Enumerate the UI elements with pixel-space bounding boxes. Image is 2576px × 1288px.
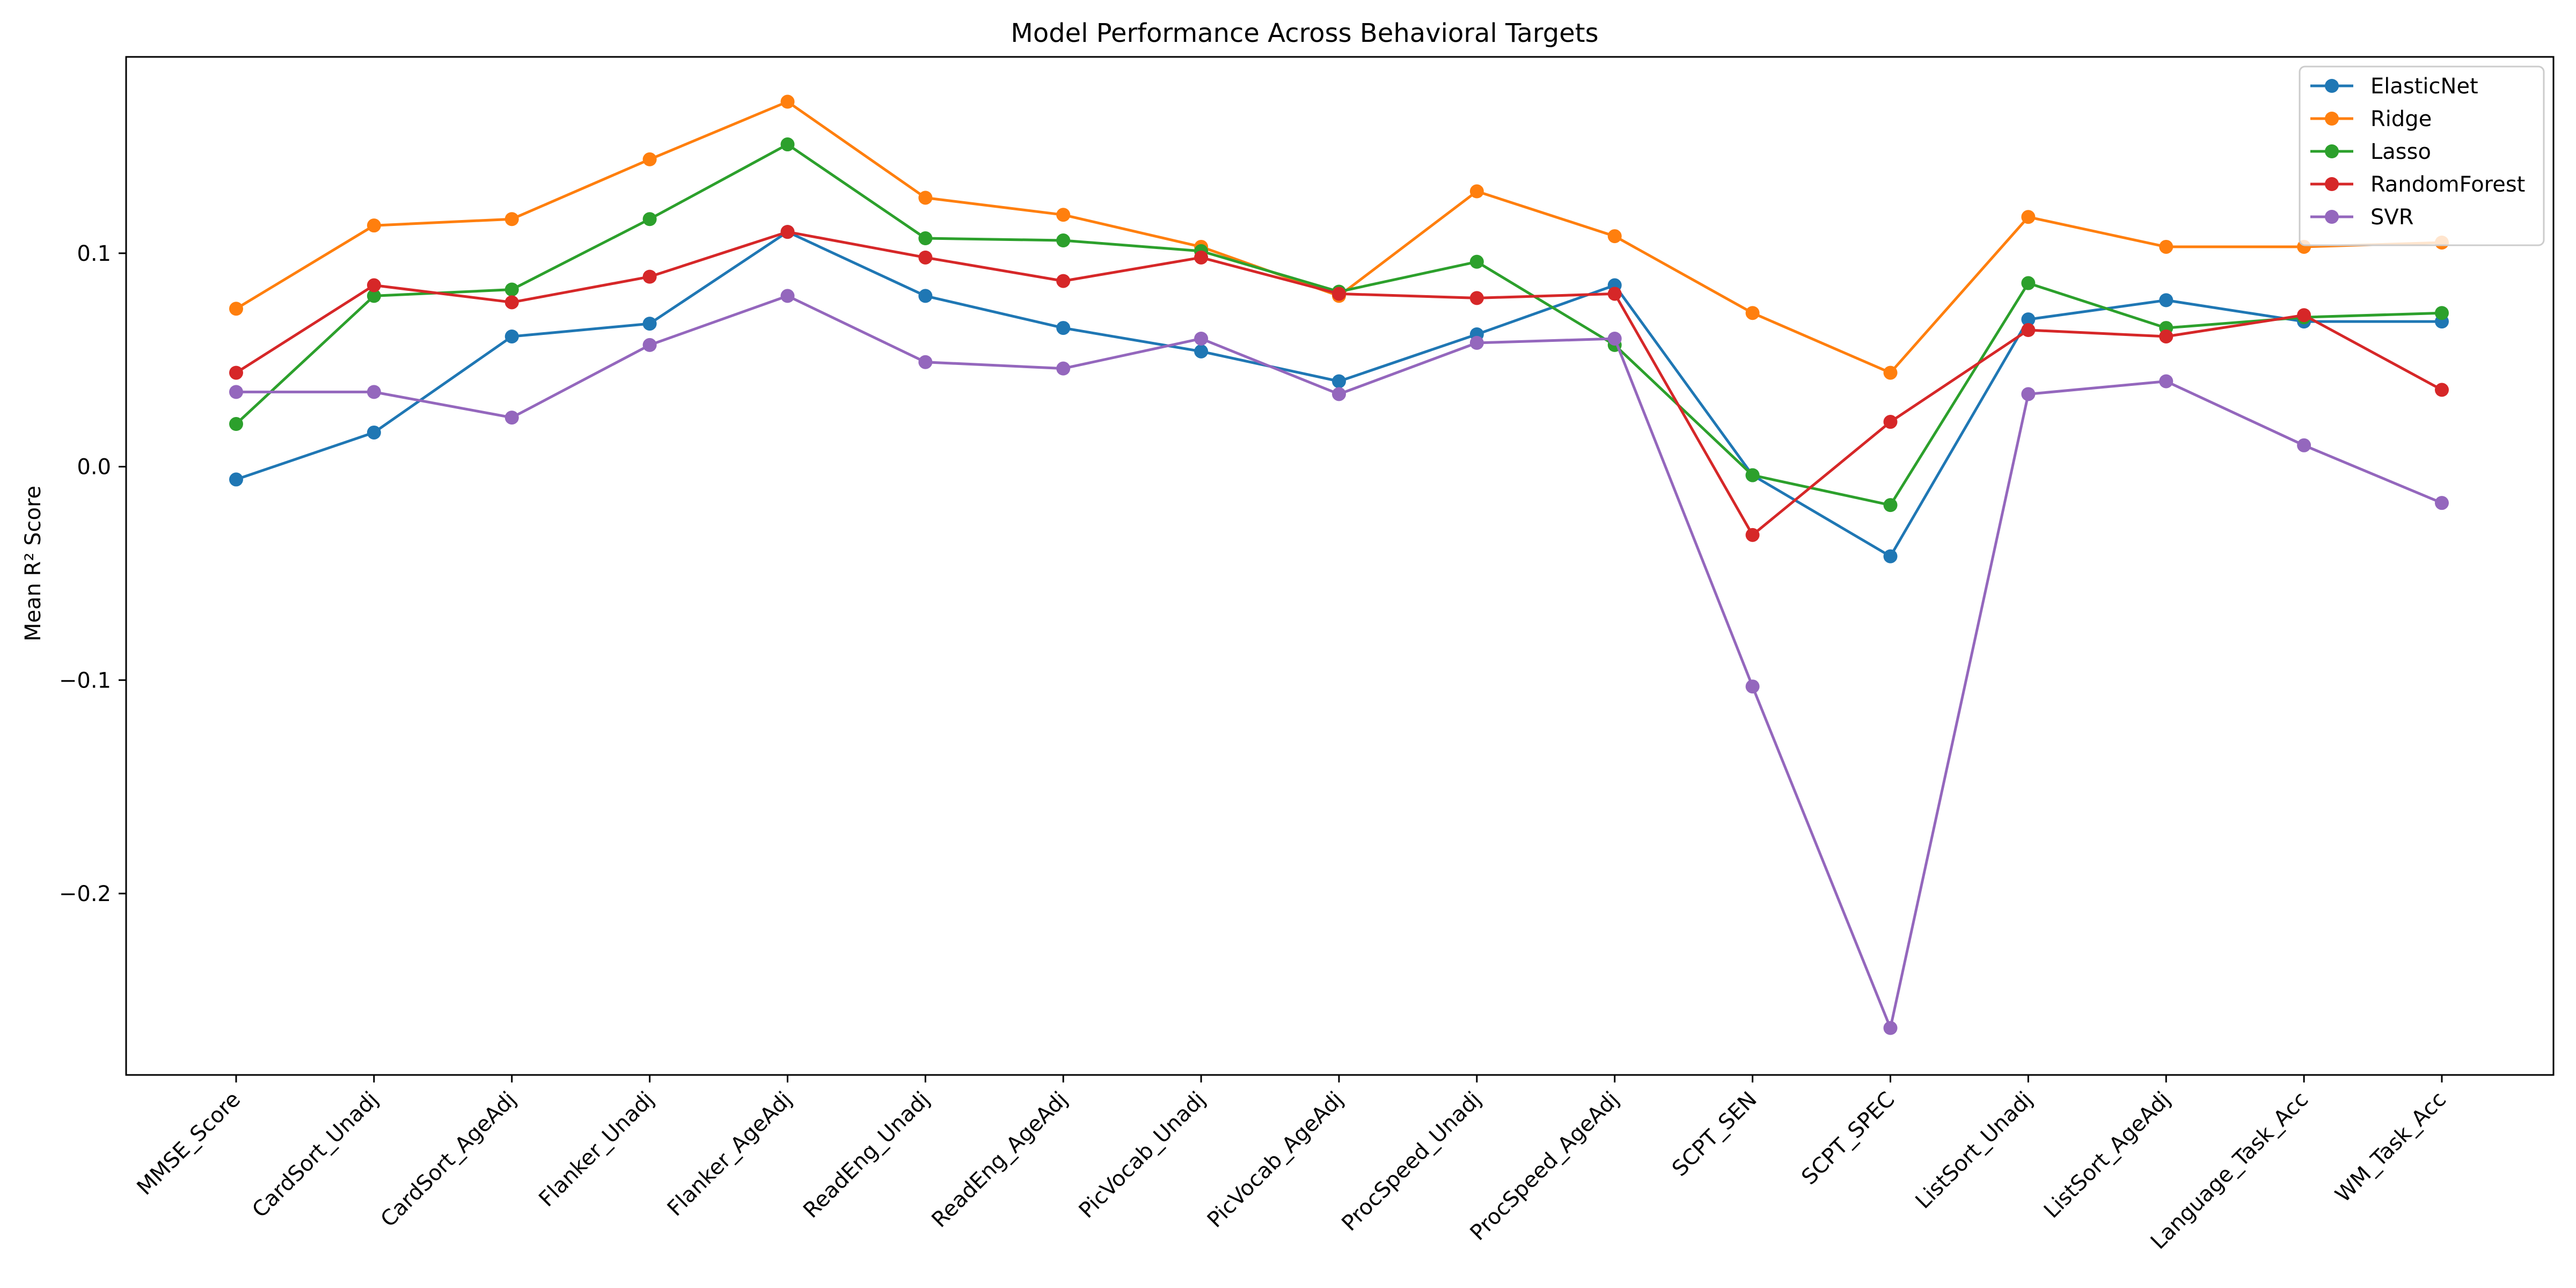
data-point [1607, 287, 1622, 301]
data-point [1745, 306, 1760, 320]
data-point [504, 295, 519, 310]
legend-marker [2325, 210, 2339, 224]
data-point [918, 289, 933, 303]
data-point [918, 191, 933, 205]
data-point [2435, 383, 2449, 397]
data-point [504, 411, 519, 425]
data-point [229, 417, 243, 431]
data-point [1883, 498, 1898, 513]
data-point [367, 218, 381, 233]
y-tick-label: 0.1 [77, 241, 111, 266]
data-point [2435, 306, 2449, 320]
plot-frame [125, 56, 2555, 1076]
data-point [229, 365, 243, 380]
legend-marker [2325, 144, 2339, 158]
data-point [504, 282, 519, 297]
data-point [229, 302, 243, 316]
data-point [642, 212, 657, 226]
data-point [2435, 496, 2449, 510]
data-point [1883, 415, 1898, 429]
data-point [2297, 308, 2311, 323]
y-tick-label: 0.0 [77, 455, 111, 480]
data-point [780, 225, 795, 239]
data-point [2021, 210, 2036, 224]
data-point [2159, 293, 2174, 308]
data-point [2297, 438, 2311, 452]
data-point [1056, 233, 1071, 248]
data-point [1469, 254, 1484, 269]
legend-label: Lasso [2370, 140, 2431, 164]
data-point [780, 94, 795, 109]
data-point [1745, 528, 1760, 542]
data-point [1469, 335, 1484, 350]
data-point [642, 338, 657, 352]
data-point [1056, 321, 1071, 335]
data-point [1883, 1021, 1898, 1035]
data-point [1332, 387, 1346, 401]
series-svr [229, 289, 2449, 1035]
data-point [918, 250, 933, 265]
chart-title: Model Performance Across Behavioral Targ… [1011, 18, 1598, 48]
y-axis-ticks: −0.2 −0.1 0.0 0.1 [59, 241, 126, 906]
data-point [918, 231, 933, 246]
data-point [780, 289, 795, 303]
y-tick-label: −0.2 [59, 882, 111, 906]
legend-label: RandomForest [2370, 172, 2525, 197]
legend-marker [2325, 79, 2339, 93]
series-randomforest [229, 225, 2449, 542]
data-point [2021, 387, 2036, 401]
legend-label: SVR [2370, 205, 2414, 230]
data-point [1194, 250, 1209, 265]
data-point [1469, 184, 1484, 199]
data-point [1194, 344, 1209, 358]
data-point [367, 289, 381, 303]
data-point [1607, 229, 1622, 244]
data-point [918, 355, 933, 369]
y-tick-label: −0.1 [59, 668, 111, 693]
data-point [2021, 323, 2036, 338]
data-point [367, 278, 381, 292]
data-point [1056, 208, 1071, 222]
data-point [1469, 291, 1484, 305]
y-axis-label: Mean R² Score [21, 486, 46, 641]
data-point [1883, 549, 1898, 564]
data-point [1883, 365, 1898, 380]
data-point [2021, 312, 2036, 327]
data-point [1745, 468, 1760, 482]
data-point [1607, 331, 1622, 346]
data-point [1332, 287, 1346, 301]
data-point [1056, 274, 1071, 288]
data-point [642, 269, 657, 284]
legend-box [2299, 65, 2545, 246]
data-point [367, 425, 381, 440]
data-point [642, 152, 657, 166]
data-point [2021, 276, 2036, 290]
series-layer [229, 94, 2449, 1035]
legend-marker [2325, 112, 2339, 126]
legend-label: Ridge [2370, 107, 2432, 131]
data-point [367, 385, 381, 399]
data-point [1194, 331, 1209, 346]
data-point [2159, 239, 2174, 254]
data-point [1332, 374, 1346, 389]
data-point [229, 385, 243, 399]
data-point [2159, 329, 2174, 343]
data-point [229, 472, 243, 487]
data-point [504, 212, 519, 226]
legend-label: ElasticNet [2370, 74, 2478, 99]
legend-marker [2325, 177, 2339, 191]
data-point [1745, 679, 1760, 694]
data-point [642, 317, 657, 331]
data-point [1056, 361, 1071, 376]
data-point [780, 137, 795, 152]
legend: ElasticNet Ridge Lasso RandomForest SVR [2299, 65, 2545, 246]
data-point [2159, 374, 2174, 389]
data-point [504, 329, 519, 343]
